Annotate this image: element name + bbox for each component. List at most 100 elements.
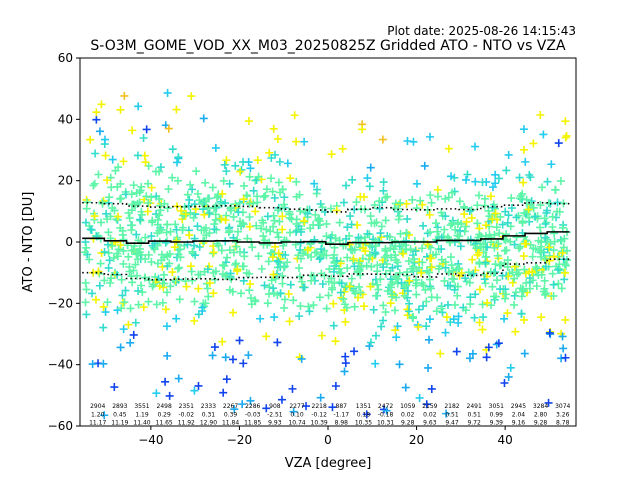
data-point: [129, 266, 138, 275]
data-point: [340, 367, 349, 376]
data-point: [109, 253, 118, 262]
x-tick-label: 0: [324, 433, 332, 447]
data-point: [210, 225, 219, 234]
data-point: [88, 289, 97, 298]
data-point: [211, 143, 220, 152]
data-point: [425, 275, 434, 284]
data-point: [554, 265, 563, 274]
data-point: [148, 218, 157, 227]
data-point: [366, 282, 375, 291]
data-point: [270, 313, 279, 322]
data-point: [176, 253, 185, 262]
data-point: [335, 236, 344, 245]
data-point: [470, 313, 479, 322]
data-point: [469, 269, 478, 278]
data-point: [257, 224, 266, 233]
data-point: [200, 210, 209, 219]
data-point: [340, 287, 349, 296]
data-point: [329, 267, 338, 276]
bin-mean-label: 2.80: [534, 411, 548, 418]
data-point: [379, 263, 388, 272]
data-point: [175, 295, 184, 304]
data-point: [560, 234, 569, 243]
data-point: [279, 200, 288, 209]
data-point: [495, 229, 504, 238]
data-point: [262, 404, 271, 413]
data-point: [198, 303, 207, 312]
data-point: [231, 161, 240, 170]
data-point: [221, 199, 230, 208]
data-point: [397, 278, 406, 287]
data-point: [331, 234, 340, 243]
data-point: [366, 212, 375, 221]
data-point: [147, 193, 156, 202]
bin-std-label: 9.47: [445, 420, 459, 427]
bin-mean-label: -1.17: [334, 411, 350, 418]
data-point: [99, 359, 108, 368]
data-point: [263, 212, 272, 221]
data-point: [441, 258, 450, 267]
data-point: [402, 199, 411, 208]
data-point: [403, 137, 412, 146]
data-point: [348, 175, 357, 184]
data-point: [222, 375, 231, 384]
data-point: [249, 186, 258, 195]
data-point: [275, 217, 284, 226]
data-point: [144, 297, 153, 306]
data-point: [131, 260, 140, 269]
data-point: [278, 279, 287, 288]
data-point: [549, 291, 558, 300]
data-point: [480, 194, 489, 203]
data-point: [102, 209, 111, 218]
data-point: [371, 331, 380, 340]
bin-count-label: 3051: [489, 403, 504, 410]
data-point: [427, 254, 436, 263]
data-point: [442, 313, 451, 322]
data-point: [510, 274, 519, 283]
data-point: [544, 398, 553, 407]
data-point: [471, 177, 480, 186]
data-point: [116, 223, 125, 232]
data-point: [512, 213, 521, 222]
y-tick-label: 0: [65, 235, 73, 249]
data-point: [550, 229, 559, 238]
data-point: [480, 275, 489, 284]
data-point: [371, 359, 380, 368]
data-point: [545, 243, 554, 252]
data-point: [168, 268, 177, 277]
data-point: [391, 236, 400, 245]
data-point: [489, 292, 498, 301]
data-point: [543, 245, 552, 254]
data-point: [440, 225, 449, 234]
data-point: [235, 198, 244, 207]
data-point: [448, 274, 457, 283]
data-point: [452, 265, 461, 274]
data-point: [488, 183, 497, 192]
data-point: [155, 194, 164, 203]
data-point: [354, 258, 363, 267]
data-point: [185, 231, 194, 240]
data-point: [166, 227, 175, 236]
y-axis: −60 −40 −20 0 20 40 60: [48, 51, 80, 433]
data-point: [187, 92, 196, 101]
plot-date: Plot date: 2025-08-26 14:15:43: [387, 24, 576, 38]
data-point: [208, 183, 217, 192]
data-point: [512, 233, 521, 242]
data-point: [134, 286, 143, 295]
data-point: [342, 234, 351, 243]
data-point: [329, 321, 338, 330]
data-point: [149, 280, 158, 289]
data-point: [468, 255, 477, 264]
data-point: [161, 305, 170, 314]
data-point: [464, 268, 473, 277]
data-point: [381, 244, 390, 253]
data-point: [355, 282, 364, 291]
data-point: [378, 135, 387, 144]
data-point: [356, 192, 365, 201]
data-point: [519, 145, 528, 154]
data-point: [457, 269, 466, 278]
data-point: [448, 188, 457, 197]
bin-count-label: 1059: [400, 403, 415, 410]
data-point: [515, 173, 524, 182]
data-point: [174, 374, 183, 383]
